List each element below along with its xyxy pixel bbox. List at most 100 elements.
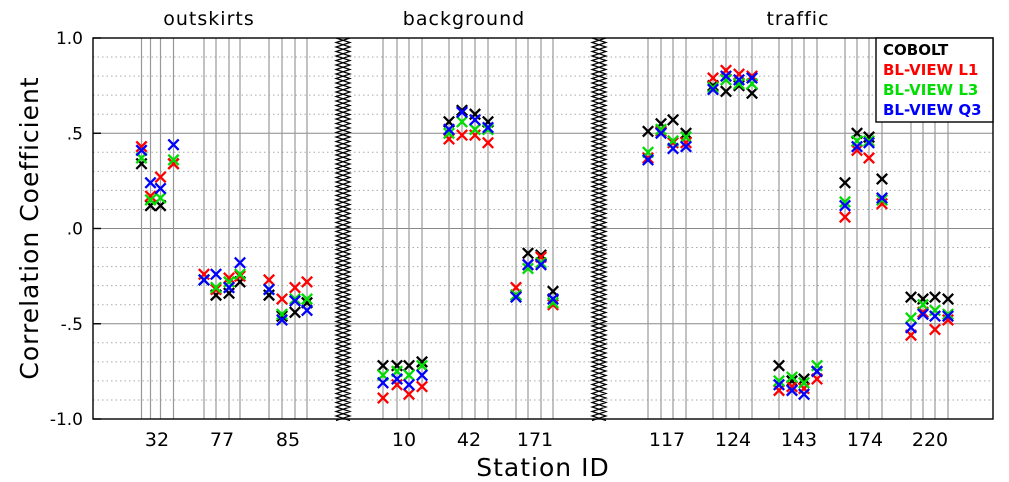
data-point-bl-view-l1-77: [222, 272, 236, 285]
data-point-bl-view-l1-42: [481, 136, 495, 149]
data-point-bl-view-q3-117: [679, 140, 693, 153]
data-point-bl-view-q3-85: [262, 283, 276, 296]
data-point-bl-view-q3-124: [745, 71, 759, 85]
data-point-bl-view-l1-117: [654, 125, 668, 138]
data-point-bl-view-l1-32: [154, 171, 167, 184]
data-point-bl-view-q3-77: [197, 273, 211, 286]
data-point-bl-view-q3-10: [402, 378, 416, 391]
group-title: background: [403, 8, 525, 30]
data-point-bl-view-l1-10: [376, 392, 390, 405]
data-point-bl-view-l1-174: [862, 152, 876, 165]
data-point-bl-view-l1-10: [415, 380, 429, 393]
data-point-bl-view-q3-42: [455, 106, 469, 119]
data-marks: [135, 64, 955, 405]
data-point-bl-view-q3-220: [916, 308, 930, 321]
x-tick-label: 85: [276, 429, 300, 451]
data-point-bl-view-l3-85: [288, 292, 302, 305]
data-point-bl-view-q3-143: [772, 378, 786, 391]
data-point-bl-view-l3-10: [415, 359, 429, 372]
data-point-bl-view-q3-143: [810, 365, 824, 378]
data-point-bl-view-l3-174: [862, 134, 876, 147]
data-point-bl-view-q3-171: [509, 291, 523, 304]
data-point-bl-view-q3-174: [850, 140, 864, 153]
data-point-bl-view-l1-77: [233, 270, 247, 283]
data-point-bl-view-l3-42: [481, 123, 495, 136]
y-tick-label: 1.0: [56, 29, 83, 49]
data-point-bl-view-l3-77: [233, 268, 247, 281]
x-tick-label: 42: [457, 429, 481, 451]
data-point-cobolt-10: [376, 359, 390, 372]
data-point-cobolt-85: [275, 310, 289, 323]
group-title: traffic: [766, 8, 829, 30]
data-point-bl-view-l3-124: [706, 81, 720, 94]
x-tick-label: 10: [392, 429, 416, 451]
data-point-bl-view-l3-143: [797, 376, 811, 389]
data-point-bl-view-l3-32: [167, 153, 180, 166]
data-point-bl-view-q3-174: [862, 136, 876, 149]
x-tick-label: 174: [847, 429, 883, 451]
data-point-bl-view-l1-42: [455, 129, 469, 142]
y-tick-label: .5: [67, 124, 83, 144]
data-point-bl-view-q3-77: [233, 256, 247, 269]
data-point-cobolt-220: [904, 291, 918, 304]
x-tick-label: 220: [912, 429, 948, 451]
legend-box: [875, 37, 994, 123]
data-point-bl-view-l3-171: [546, 296, 560, 309]
data-point-bl-view-l1-85: [275, 292, 289, 305]
data-point-bl-view-l3-124: [719, 73, 733, 86]
data-point-bl-view-l3-174: [875, 193, 889, 206]
data-point-bl-view-q3-171: [534, 258, 548, 271]
data-point-cobolt-42: [455, 104, 469, 117]
x-tick-label: 171: [517, 429, 553, 451]
data-point-bl-view-l3-77: [209, 281, 223, 294]
data-point-bl-view-q3-32: [135, 144, 148, 157]
data-point-bl-view-q3-10: [376, 376, 390, 389]
x-axis-title: Station ID: [476, 453, 609, 482]
data-point-cobolt-220: [941, 292, 955, 305]
x-tick-label: 143: [781, 429, 817, 451]
data-point-bl-view-l3-117: [679, 131, 693, 144]
data-point-bl-view-q3-42: [468, 113, 482, 126]
data-point-bl-view-q3-124: [719, 70, 733, 83]
data-point-bl-view-l3-117: [654, 123, 668, 136]
data-point-cobolt-124: [719, 85, 733, 98]
data-point-bl-view-l1-174: [838, 211, 852, 224]
chart-labels: 1.0 .5 .0 -.5 -1.0 32 77 85 outskirts 10 42 171 back…: [15, 8, 948, 482]
data-point-bl-view-q3-143: [785, 384, 799, 397]
data-point-bl-view-q3-174: [838, 199, 852, 212]
data-point-bl-view-l1-174: [850, 144, 864, 157]
data-point-bl-view-l1-10: [402, 388, 416, 401]
group-separator: [334, 37, 352, 422]
data-point-cobolt-124: [745, 87, 759, 100]
data-point-bl-view-q3-171: [521, 258, 535, 271]
data-point-bl-view-l3-171: [534, 256, 548, 269]
data-point-cobolt-174: [838, 176, 852, 189]
data-point-bl-view-l3-174: [838, 195, 852, 208]
data-point-bl-view-q3-77: [209, 268, 223, 281]
data-point-bl-view-q3-85: [288, 294, 302, 307]
data-point-cobolt-85: [288, 306, 302, 319]
data-point-bl-view-q3-171: [546, 292, 560, 305]
data-point-cobolt-174: [875, 172, 889, 185]
x-tick-label: 77: [210, 429, 234, 451]
data-point-cobolt-10: [402, 359, 416, 372]
data-point-cobolt-171: [521, 247, 535, 260]
data-point-bl-view-l3-42: [442, 127, 456, 140]
data-point-bl-view-q3-124: [732, 73, 746, 86]
y-tick-label: .0: [67, 220, 83, 240]
data-point-bl-view-q3-10: [390, 372, 404, 386]
legend-entry: BL-VIEW Q3: [883, 101, 982, 119]
data-point-bl-view-q3-42: [442, 123, 456, 136]
data-point-bl-view-l3-171: [509, 289, 523, 302]
data-point-bl-view-l1-124: [706, 71, 720, 85]
data-point-bl-view-q3-32: [144, 176, 157, 189]
data-point-bl-view-l3-32: [144, 193, 157, 206]
data-point-bl-view-q3-32: [154, 182, 167, 195]
legend-entry: COBOLT: [883, 41, 949, 59]
data-point-bl-view-l3-143: [772, 374, 786, 387]
data-point-cobolt-143: [772, 359, 786, 372]
data-point-bl-view-q3-32: [167, 138, 180, 151]
y-axis-title: Correlation Coefficient: [15, 76, 44, 379]
x-tick-label: 32: [145, 429, 169, 451]
